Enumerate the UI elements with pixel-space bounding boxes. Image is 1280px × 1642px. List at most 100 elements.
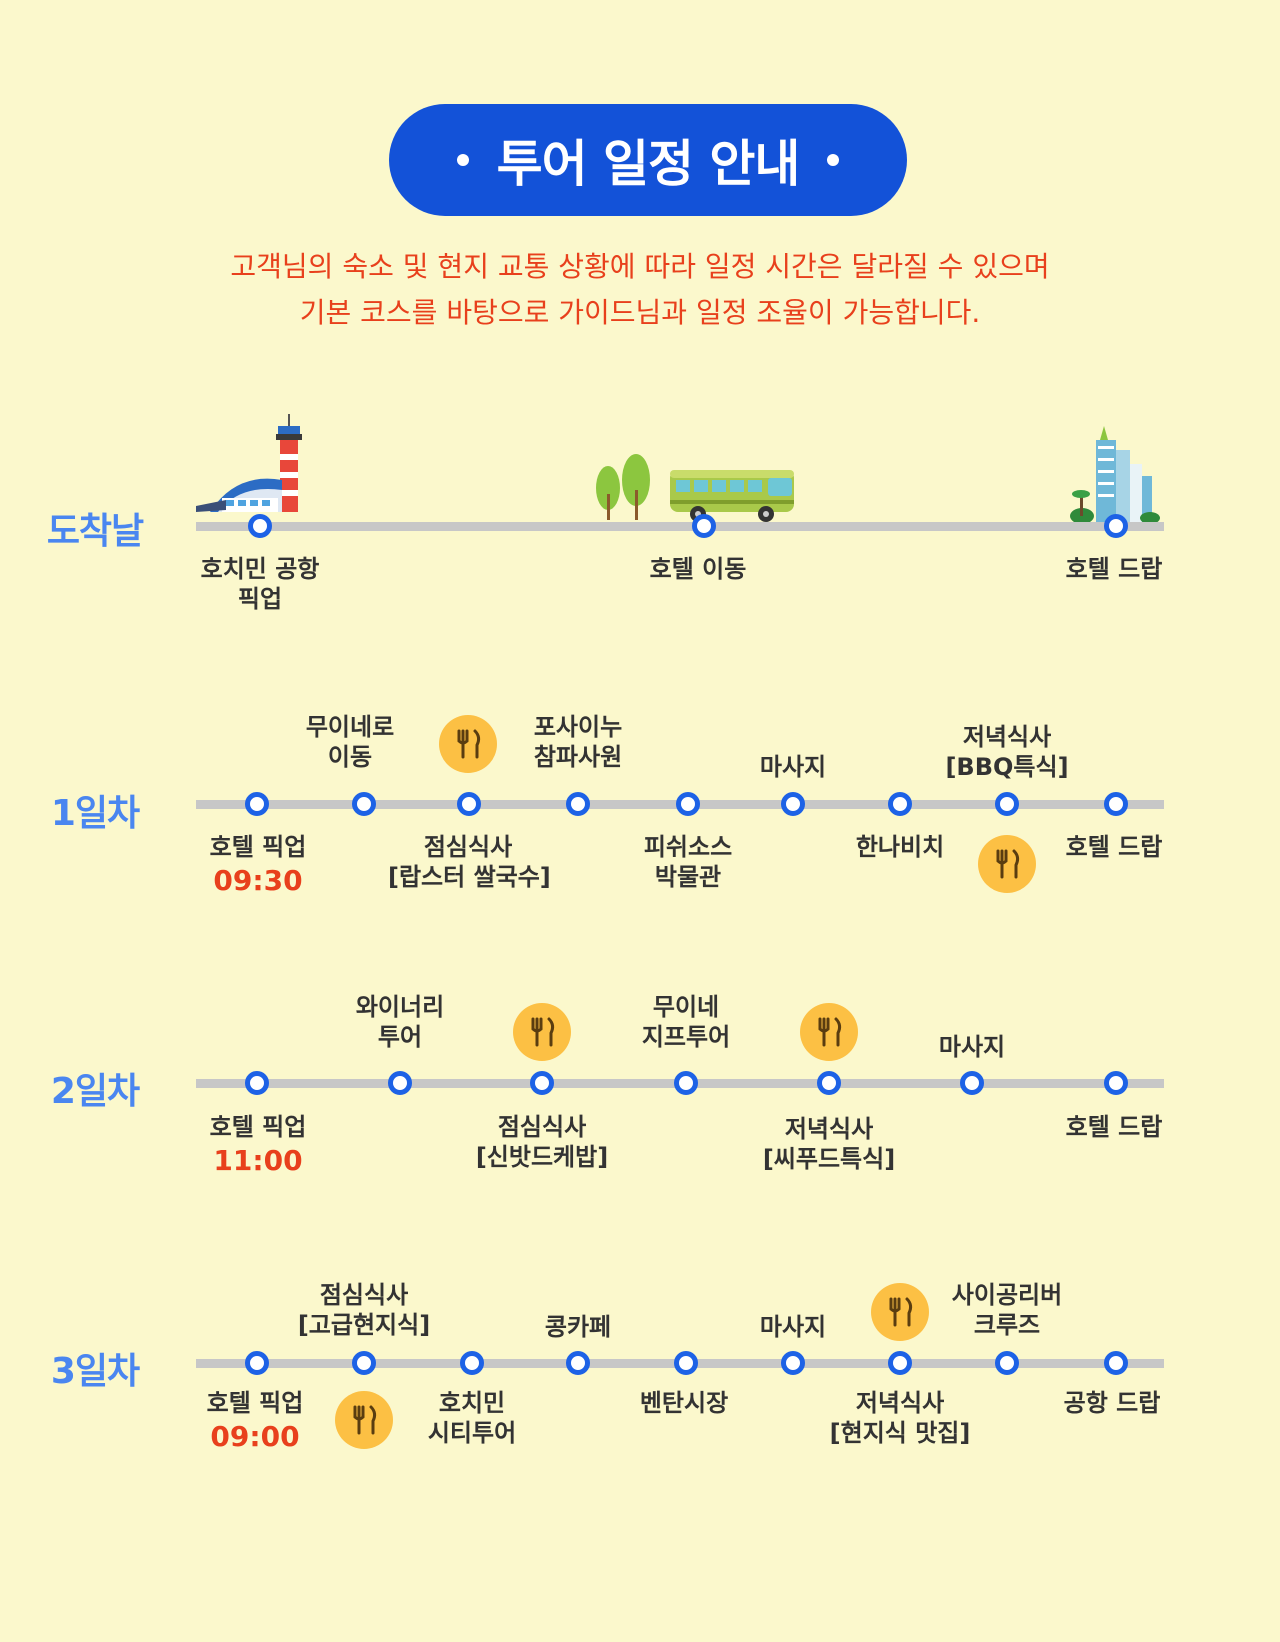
stop-name: [신밧드케밥] [475, 1143, 609, 1171]
timeline-node [781, 792, 805, 816]
stop-name: 호텔 픽업 [206, 1389, 304, 1417]
day-label-2: 2일차 [50, 1071, 140, 1112]
stop-name: 무이네 [652, 993, 720, 1021]
stop-label: 공항 드랍 [1032, 1388, 1192, 1418]
stop-label: 호텔 픽업 11:00 [178, 1112, 338, 1176]
stop-label: 무이네로 이동 [270, 712, 430, 772]
stop-name: 피쉬소스 [643, 833, 733, 861]
stop-name: 박물관 [654, 863, 722, 891]
stop-name: 저녁식사 [855, 1389, 945, 1417]
stop-label: 호텔 드랍 [1034, 1112, 1194, 1142]
fork-knife-icon [513, 1003, 571, 1061]
stop-name: 호텔 이동 [649, 555, 747, 583]
stop-name: [랍스터 쌀국수] [388, 863, 551, 891]
fork-knife-icon [800, 1003, 858, 1061]
page-title: 투어 일정 안내 [496, 135, 801, 193]
stop-name: 호치민 공항 [200, 555, 320, 583]
hotel-building-icon [1070, 426, 1160, 524]
notice-line-1: 고객님의 숙소 및 현지 교통 상황에 따라 일정 시간은 달라질 수 있으며 [230, 250, 1050, 283]
stop-label: 한나비치 [820, 832, 980, 862]
trees-icon [596, 454, 650, 520]
stop-label: 마사지 [713, 752, 873, 782]
bullet-dot [827, 154, 840, 166]
stop-name: 마사지 [759, 1313, 827, 1341]
stop-name: 호치민 [438, 1389, 506, 1417]
airport-tower-icon [196, 414, 302, 512]
fork-knife-icon [871, 1283, 929, 1341]
stop-name: 한나비치 [855, 833, 945, 861]
stop-label: 저녁식사 [BBQ특식] [927, 722, 1087, 782]
stop-name: 점심식사 [423, 833, 513, 861]
timeline-node [1104, 1351, 1128, 1375]
stop-label: 호텔 픽업 09:00 [175, 1388, 335, 1452]
stop-name: 포사이누 [533, 713, 623, 741]
stop-label: 점심식사 [신밧드케밥] [462, 1112, 622, 1172]
stop-name: 저녁식사 [962, 723, 1052, 751]
stop-name: [고급현지식] [297, 1311, 431, 1339]
timeline-node [1104, 792, 1128, 816]
stop-label: 호텔 드랍 [1034, 832, 1194, 862]
stop-label: 마사지 [892, 1032, 1052, 1062]
stop-label: 콩카페 [498, 1312, 658, 1342]
fork-knife-icon [978, 835, 1036, 893]
stop-name: 참파사원 [533, 743, 623, 771]
day-label-1: 1일차 [50, 793, 140, 834]
timeline-node [352, 1351, 376, 1375]
timeline-node [674, 1071, 698, 1095]
stop-name: 콩카페 [544, 1313, 612, 1341]
timeline-arrival [196, 522, 1164, 531]
timeline-node [352, 792, 376, 816]
stop-label: 호텔 픽업 09:30 [178, 832, 338, 896]
stop-label: 벤탄시장 [604, 1388, 764, 1418]
timeline-node [388, 1071, 412, 1095]
stop-name: 호텔 드랍 [1065, 833, 1163, 861]
stop-label: 무이네 지프투어 [606, 992, 766, 1052]
stop-label: 호텔 드랍 [1034, 554, 1194, 584]
stop-name: 사이공리버 [951, 1281, 1063, 1309]
day-label-arrival: 도착날 [46, 511, 144, 552]
stop-name: 호텔 드랍 [1065, 555, 1163, 583]
timeline-node [676, 792, 700, 816]
stop-label: 저녁식사 [현지식 맛집] [820, 1388, 980, 1448]
stop-name: 마사지 [938, 1033, 1006, 1061]
day-label-3: 3일차 [50, 1351, 140, 1392]
stop-name: 벤탄시장 [639, 1389, 729, 1417]
timeline-node [817, 1071, 841, 1095]
timeline-node [888, 792, 912, 816]
stop-label: 호치민 공항 픽업 [180, 554, 340, 614]
stop-name: 시티투어 [427, 1419, 517, 1447]
stop-name: 이동 [327, 743, 373, 771]
stop-label: 사이공리버 크루즈 [927, 1280, 1087, 1340]
stop-name: [씨푸드특식] [762, 1145, 896, 1173]
timeline-node [888, 1351, 912, 1375]
stop-name: 호텔 픽업 [209, 1113, 307, 1141]
stop-name: [BBQ특식] [945, 753, 1069, 781]
stop-label: 와이너리 투어 [320, 992, 480, 1052]
fork-knife-icon [335, 1391, 393, 1449]
timeline-node [248, 514, 272, 538]
timeline-node [995, 792, 1019, 816]
timeline-node [781, 1351, 805, 1375]
stop-label: 호치민 시티투어 [392, 1388, 552, 1448]
timeline-node [245, 1351, 269, 1375]
timeline-node [457, 792, 481, 816]
stop-name: 픽업 [237, 585, 283, 613]
timeline-node [1104, 514, 1128, 538]
timeline-node [692, 514, 716, 538]
stop-label: 포사이누 참파사원 [498, 712, 658, 772]
stop-name: [현지식 맛집] [829, 1419, 971, 1447]
timeline-node [530, 1071, 554, 1095]
stop-name: 공항 드랍 [1063, 1389, 1161, 1417]
pickup-time: 11:00 [213, 1144, 303, 1177]
stop-name: 저녁식사 [784, 1115, 874, 1143]
stop-name: 호텔 픽업 [209, 833, 307, 861]
stop-name: 지프투어 [641, 1023, 731, 1051]
stop-name: 무이네로 [305, 713, 395, 741]
stop-name: 점심식사 [319, 1281, 409, 1309]
timeline-node [245, 792, 269, 816]
timeline-node [1104, 1071, 1128, 1095]
notice-line-2: 기본 코스를 바탕으로 가이드님과 일정 조율이 가능합니다. [299, 296, 981, 329]
notice-text: 고객님의 숙소 및 현지 교통 상황에 따라 일정 시간은 달라질 수 있으며 … [140, 244, 1140, 336]
pickup-time: 09:30 [213, 864, 303, 897]
stop-label: 저녁식사 [씨푸드특식] [749, 1114, 909, 1174]
